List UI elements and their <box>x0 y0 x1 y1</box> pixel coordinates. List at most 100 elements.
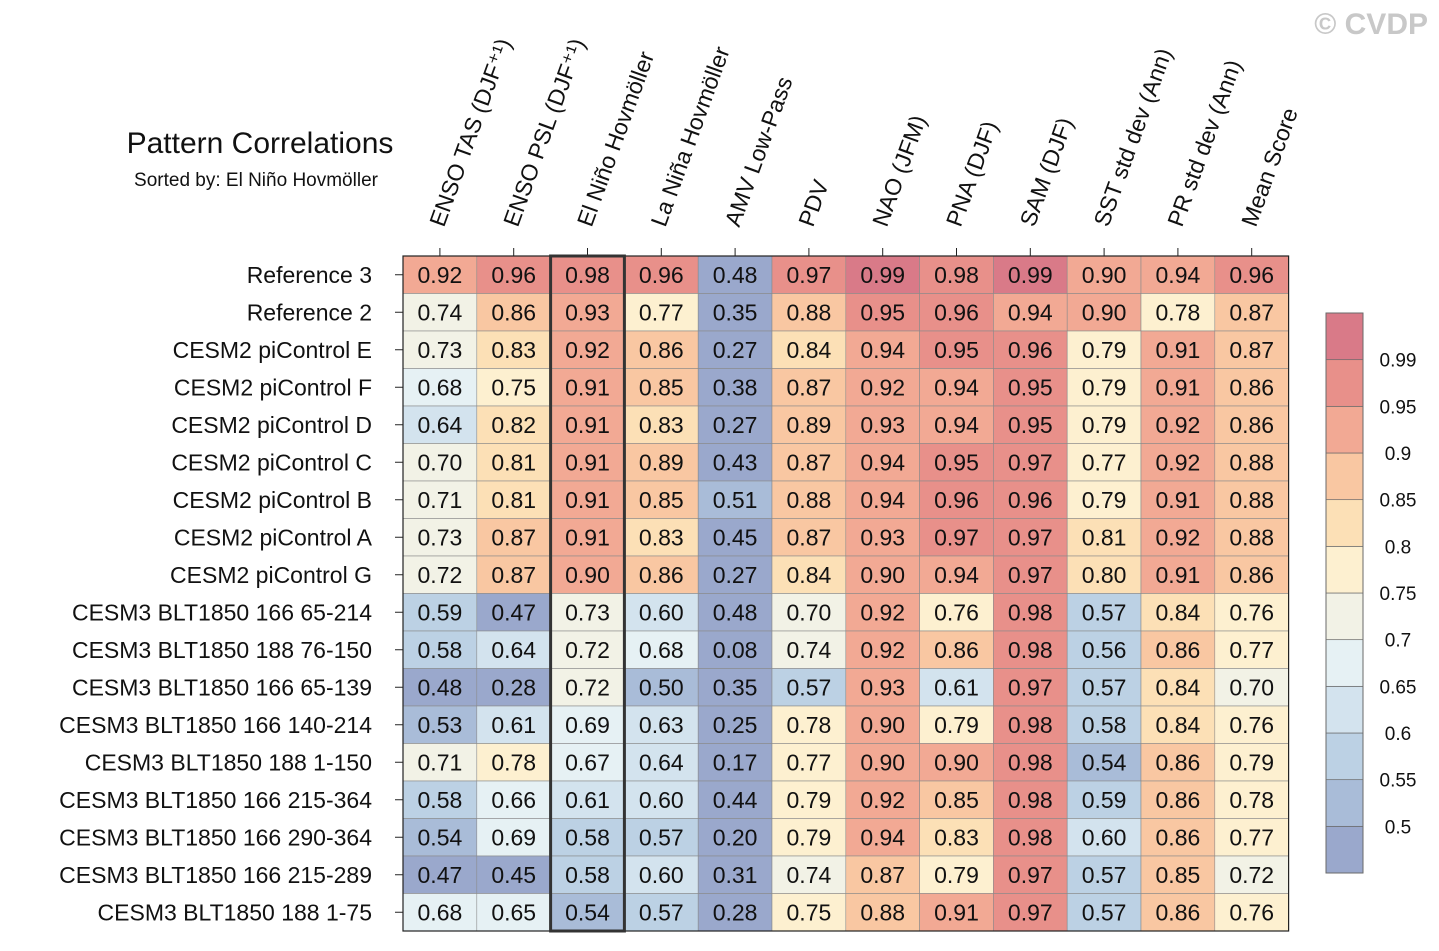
colorbar-tick-label: 0.65 <box>1380 677 1417 698</box>
heatmap-cell <box>771 255 847 294</box>
heatmap-cell <box>1066 893 1142 932</box>
cell-value-label: 0.92 <box>860 787 905 813</box>
cell-value-label: 0.85 <box>639 374 684 400</box>
heatmap-cell <box>993 705 1068 744</box>
colorbar-tick-label: 0.95 <box>1380 397 1417 418</box>
colorbar-segment <box>1325 592 1364 641</box>
cell-value-label: 0.86 <box>1156 787 1201 813</box>
cell-value-label: 0.08 <box>713 637 758 663</box>
cell-value-label: 0.78 <box>1156 299 1201 325</box>
cell-value-label: 0.83 <box>639 412 684 438</box>
cell-value-label: 0.96 <box>1008 487 1053 513</box>
cell-value-label: 0.81 <box>1082 524 1127 550</box>
column-label: ENSO PSL (DJF⁺¹) <box>498 35 590 230</box>
cell-value-label: 0.88 <box>1229 487 1274 513</box>
cell-value-label: 0.93 <box>860 674 905 700</box>
cell-value-label: 0.57 <box>1082 599 1127 625</box>
heatmap-cell <box>624 480 699 519</box>
heatmap-cell <box>771 480 847 519</box>
cell-value-label: 0.72 <box>565 637 610 663</box>
cell-value-label: 0.77 <box>1229 637 1274 663</box>
cell-value-label: 0.77 <box>787 749 832 775</box>
cell-value-label: 0.90 <box>934 749 979 775</box>
heatmap-cell <box>697 555 773 594</box>
cell-value-label: 0.79 <box>1082 337 1127 363</box>
heatmap-cell <box>1140 743 1216 782</box>
cell-value-label: 0.57 <box>639 899 684 925</box>
colorbar-segment <box>1325 452 1364 501</box>
column-label: PDV <box>793 176 834 230</box>
colorbar-tick-label: 0.5 <box>1385 817 1411 838</box>
row-label: CESM2 piControl C <box>171 449 372 475</box>
cell-value-label: 0.95 <box>934 337 979 363</box>
heatmap-cell <box>697 705 773 744</box>
cell-value-label: 0.58 <box>418 637 463 663</box>
cell-value-label: 0.95 <box>860 299 905 325</box>
cell-value-label: 0.96 <box>934 299 979 325</box>
cell-value-label: 0.61 <box>565 787 610 813</box>
cell-value-label: 0.91 <box>565 412 610 438</box>
cell-value-label: 0.98 <box>1008 599 1053 625</box>
heatmap-cell <box>697 480 773 519</box>
cell-value-label: 0.79 <box>1229 749 1274 775</box>
cell-value-label: 0.80 <box>1082 562 1127 588</box>
heatmap-cell <box>550 255 625 294</box>
cell-value-label: 0.94 <box>1008 299 1053 325</box>
row-label: CESM3 BLT1850 188 1-150 <box>85 749 372 775</box>
heatmap-cell <box>1140 518 1216 557</box>
heatmap-cell <box>1214 630 1289 669</box>
heatmap-cell <box>845 518 920 557</box>
colorbar-border <box>1325 312 1364 874</box>
cell-value-label: 0.76 <box>934 599 979 625</box>
cell-value-label: 0.92 <box>1156 524 1201 550</box>
cell-value-label: 0.88 <box>1229 449 1274 475</box>
cell-value-label: 0.86 <box>1156 749 1201 775</box>
heatmap-cell <box>476 855 551 894</box>
heatmap-cell <box>1140 293 1216 332</box>
cell-value-label: 0.78 <box>787 712 832 738</box>
cell-value-label: 0.98 <box>1008 712 1053 738</box>
cell-value-label: 0.94 <box>860 487 905 513</box>
cell-value-label: 0.61 <box>491 712 536 738</box>
heatmap-cell <box>993 293 1068 332</box>
heatmap-cell <box>402 330 478 369</box>
colorbar-tick-label: 0.75 <box>1380 584 1417 605</box>
highlighted-column-outline <box>549 254 626 933</box>
heatmap-cell <box>624 593 699 632</box>
heatmap-cell <box>919 443 994 482</box>
cell-value-label: 0.98 <box>1008 637 1053 663</box>
cell-value-label: 0.77 <box>1082 449 1127 475</box>
cell-value-label: 0.90 <box>565 562 610 588</box>
heatmap-cell <box>624 818 699 857</box>
heatmap-cell <box>771 368 847 407</box>
cell-value-label: 0.90 <box>860 562 905 588</box>
heatmap-cell <box>1066 555 1142 594</box>
colorbar-segment <box>1325 685 1364 734</box>
heatmap-cell <box>1066 293 1142 332</box>
cell-value-label: 0.74 <box>418 299 463 325</box>
cell-value-label: 0.95 <box>934 449 979 475</box>
colorbar-segment <box>1325 545 1364 594</box>
cell-value-label: 0.65 <box>491 899 536 925</box>
cell-value-label: 0.85 <box>1156 862 1201 888</box>
heatmap-cell <box>697 443 773 482</box>
heatmap-cell <box>476 705 551 744</box>
row-label: CESM2 piControl F <box>174 374 372 400</box>
cell-value-label: 0.91 <box>934 899 979 925</box>
cell-value-label: 0.88 <box>860 899 905 925</box>
cell-value-label: 0.27 <box>713 412 758 438</box>
heatmap-cell <box>476 668 551 707</box>
heatmap-cell <box>624 668 699 707</box>
cell-value-label: 0.79 <box>1082 487 1127 513</box>
heatmap-cell <box>993 780 1068 819</box>
heatmap-cell <box>919 780 994 819</box>
cell-value-label: 0.78 <box>1229 787 1274 813</box>
heatmap-cell <box>550 668 625 707</box>
heatmap-cell <box>771 405 847 444</box>
cell-value-label: 0.99 <box>860 262 905 288</box>
cell-value-label: 0.96 <box>1229 262 1274 288</box>
heatmap-cell <box>550 630 625 669</box>
heatmap-cell <box>1066 705 1142 744</box>
heatmap-cell <box>771 893 847 932</box>
cell-value-label: 0.27 <box>713 337 758 363</box>
